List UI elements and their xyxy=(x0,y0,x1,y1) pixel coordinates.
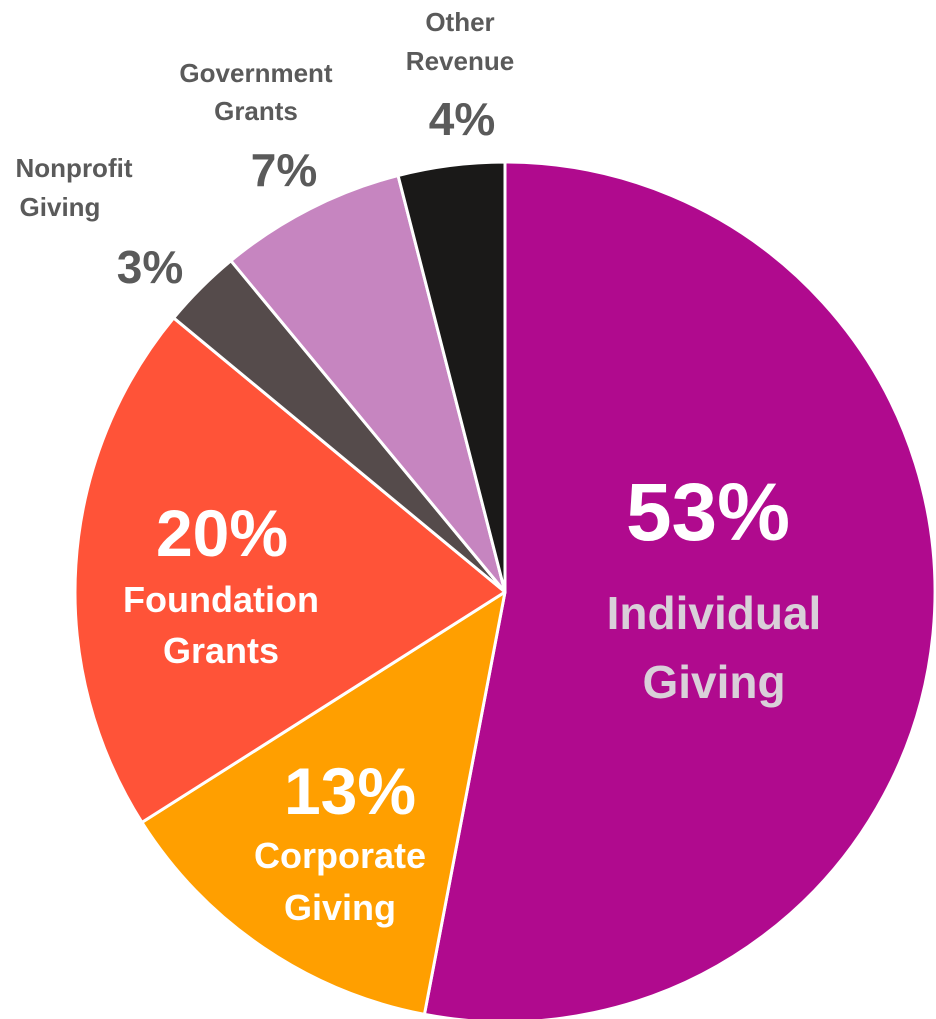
pie-slices xyxy=(73,160,936,1019)
pie-slice-corporate-giving xyxy=(140,590,507,1016)
slice-label-corporate-giving-line2: Giving xyxy=(284,887,396,928)
pie-slice-foundation-grants xyxy=(73,316,507,824)
value-label-individual-giving: 53% xyxy=(626,467,790,558)
pie-labels: 53% Individual Giving 13% Corporate Giving 20%… xyxy=(16,7,822,928)
pie-slice-government-grants xyxy=(229,174,507,594)
slice-label-nonprofit-giving-line2: Giving xyxy=(20,192,101,222)
slice-label-government-grants-line2: Grants xyxy=(214,96,298,126)
slice-label-corporate-giving-line1: Corporate xyxy=(254,835,426,876)
pie-slice-other-revenue xyxy=(396,160,507,594)
slice-label-individual-giving-line2: Giving xyxy=(642,656,785,708)
value-label-other-revenue: 4% xyxy=(429,93,495,145)
pie-slice-individual-giving xyxy=(422,160,936,1019)
value-label-nonprofit-giving: 3% xyxy=(117,241,183,293)
slice-label-other-revenue-line1: Other xyxy=(425,7,494,37)
slice-label-government-grants-line1: Government xyxy=(179,58,332,88)
slice-label-foundation-grants-line1: Foundation xyxy=(123,579,319,620)
slice-label-nonprofit-giving-line1: Nonprofit xyxy=(16,153,133,183)
value-label-corporate-giving: 13% xyxy=(284,754,416,828)
slice-label-other-revenue-line2: Revenue xyxy=(406,46,514,76)
slice-label-individual-giving-line1: Individual xyxy=(607,587,822,639)
slice-label-foundation-grants-line2: Grants xyxy=(163,630,279,671)
value-label-foundation-grants: 20% xyxy=(156,496,288,570)
value-label-government-grants: 7% xyxy=(251,144,317,196)
